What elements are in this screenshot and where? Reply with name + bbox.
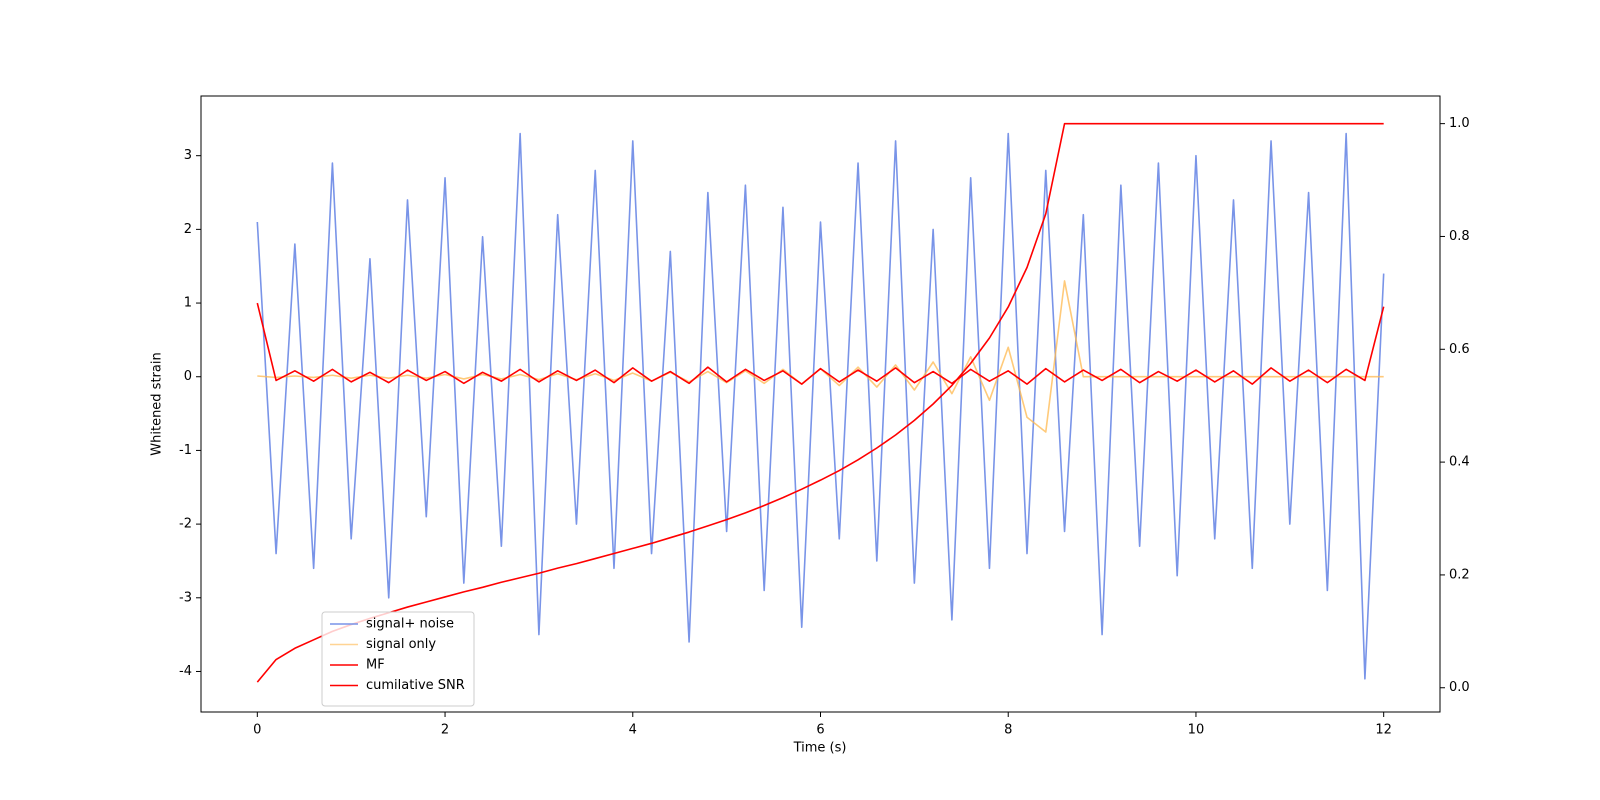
x-tick-label: 4	[629, 723, 637, 738]
legend-label: cumilative SNR	[366, 678, 465, 693]
y-tick-label: -3	[179, 590, 192, 605]
y2-tick-label: 0.6	[1449, 342, 1470, 357]
y-axis-label: Whitened strain	[150, 352, 165, 455]
legend-box	[321, 611, 475, 707]
y-tick-label: -4	[179, 664, 192, 679]
y-tick-label: 3	[184, 148, 192, 163]
legend-label: signal+ noise	[366, 617, 454, 632]
y-tick-label: -1	[179, 443, 192, 458]
series-line	[256, 122, 1384, 683]
legend-label: signal only	[366, 637, 436, 652]
y-tick-label: -2	[179, 517, 192, 532]
y2-tick-label: 1.0	[1449, 116, 1470, 131]
y2-tick-label: 0.4	[1449, 455, 1470, 470]
series-line	[256, 302, 1385, 385]
x-axis-label: Time (s)	[793, 741, 847, 756]
legend-label: MF	[366, 658, 385, 673]
y2-tick-label: 0.2	[1449, 567, 1470, 582]
x-tick-label: 0	[253, 723, 261, 738]
x-tick-label: 12	[1375, 723, 1392, 738]
y2-tick-label: 0.0	[1449, 680, 1470, 695]
plot-area	[256, 122, 1385, 683]
x-tick-label: 8	[1004, 723, 1012, 738]
x-tick-label: 6	[816, 723, 824, 738]
y2-tick-label: 0.8	[1449, 229, 1470, 244]
x-tick-label: 2	[441, 723, 449, 738]
y-tick-label: 2	[184, 222, 192, 237]
series-line	[256, 132, 1385, 680]
y-tick-label: 1	[184, 296, 192, 311]
y-tick-label: 0	[184, 369, 192, 384]
x-tick-label: 10	[1188, 723, 1205, 738]
